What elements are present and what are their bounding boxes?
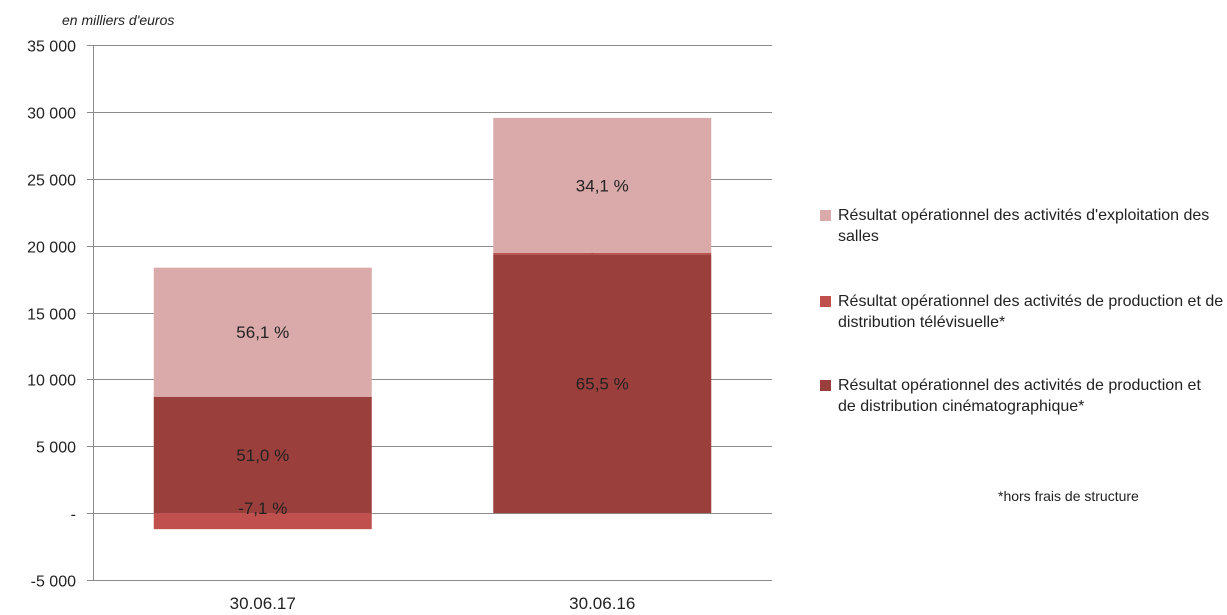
y-tick-label: -5 000 [31,574,76,591]
x-tick-label: 30.06.16 [569,594,635,613]
y-tick-label: 30 000 [27,106,76,123]
legend-swatch-televisuelle [820,296,831,307]
legend-label-televisuelle: Résultat opérationnel des activités de p… [838,293,1224,331]
bar-segment [493,252,712,255]
bar-segment [493,117,712,253]
legend-item-televisuelle: Résultat opérationnel des activités de p… [820,291,1227,333]
data-label: 34,1 % [576,176,629,195]
bar-segment [153,513,372,530]
y-tick-label: 5 000 [36,440,76,457]
y-tick-label: 35 000 [27,39,76,56]
footnote: *hors frais de structure [998,488,1139,504]
legend-label-salles: Résultat opérationnel des activités d'ex… [838,207,1210,245]
y-tick-label: 15 000 [27,307,76,324]
unit-note: en milliers d'euros [62,12,175,28]
data-label: 56,1 % [236,323,289,342]
y-tick-label: 25 000 [27,173,76,190]
bar-segment [493,254,712,514]
data-label: 51,0 % [236,446,289,465]
data-label: 65,5 % [576,375,629,394]
y-tick-label: 10 000 [27,373,76,390]
bar-segment [153,267,372,397]
bar-segment [153,396,372,514]
data-label: -7,1 % [238,499,287,518]
x-tick-label: 30.06.17 [230,594,296,613]
y-tick-label: 20 000 [27,240,76,257]
y-tick-label: - [71,507,76,524]
legend-swatch-cinematographique [820,380,831,391]
legend-item-cinematographique: Résultat opérationnel des activités de p… [820,375,1218,417]
legend-swatch-salles [820,210,831,221]
legend-item-salles: Résultat opérationnel des activités d'ex… [820,205,1218,247]
legend-label-cinematographique: Résultat opérationnel des activités de p… [838,377,1201,415]
